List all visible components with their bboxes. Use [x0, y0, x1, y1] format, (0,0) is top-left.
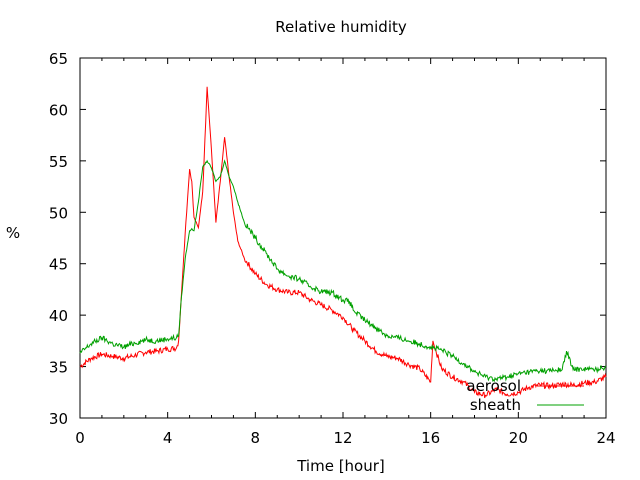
y-tick-label: 35 [49, 359, 68, 377]
x-tick-label: 16 [421, 429, 440, 447]
x-tick-label: 8 [251, 429, 261, 447]
legend-label-aerosol: aerosol [466, 377, 521, 395]
x-tick-label: 24 [596, 429, 615, 447]
y-tick-label: 30 [49, 410, 68, 428]
x-tick-label: 12 [333, 429, 352, 447]
legend-label-sheath: sheath [470, 396, 521, 414]
x-tick-label: 0 [75, 429, 85, 447]
series-layer [79, 86, 607, 399]
y-ticks: 30 35 40 45 50 55 60 65 [49, 50, 606, 428]
y-axis-label: % [6, 224, 20, 242]
x-ticks: 0 4 8 12 16 20 24 [75, 58, 616, 447]
chart-title: Relative humidity [275, 18, 407, 36]
y-tick-label: 55 [49, 153, 68, 171]
series-line-aerosol [79, 86, 607, 399]
y-tick-label: 65 [49, 50, 68, 68]
series-line-sheath [79, 159, 607, 383]
y-tick-label: 60 [49, 101, 68, 119]
x-tick-label: 20 [509, 429, 528, 447]
y-tick-label: 45 [49, 256, 68, 274]
x-tick-label: 4 [163, 429, 173, 447]
plot-frame [79, 57, 607, 419]
y-tick-label: 50 [49, 204, 68, 222]
x-axis-label: Time [hour] [296, 457, 385, 475]
y-tick-label: 40 [49, 307, 68, 325]
